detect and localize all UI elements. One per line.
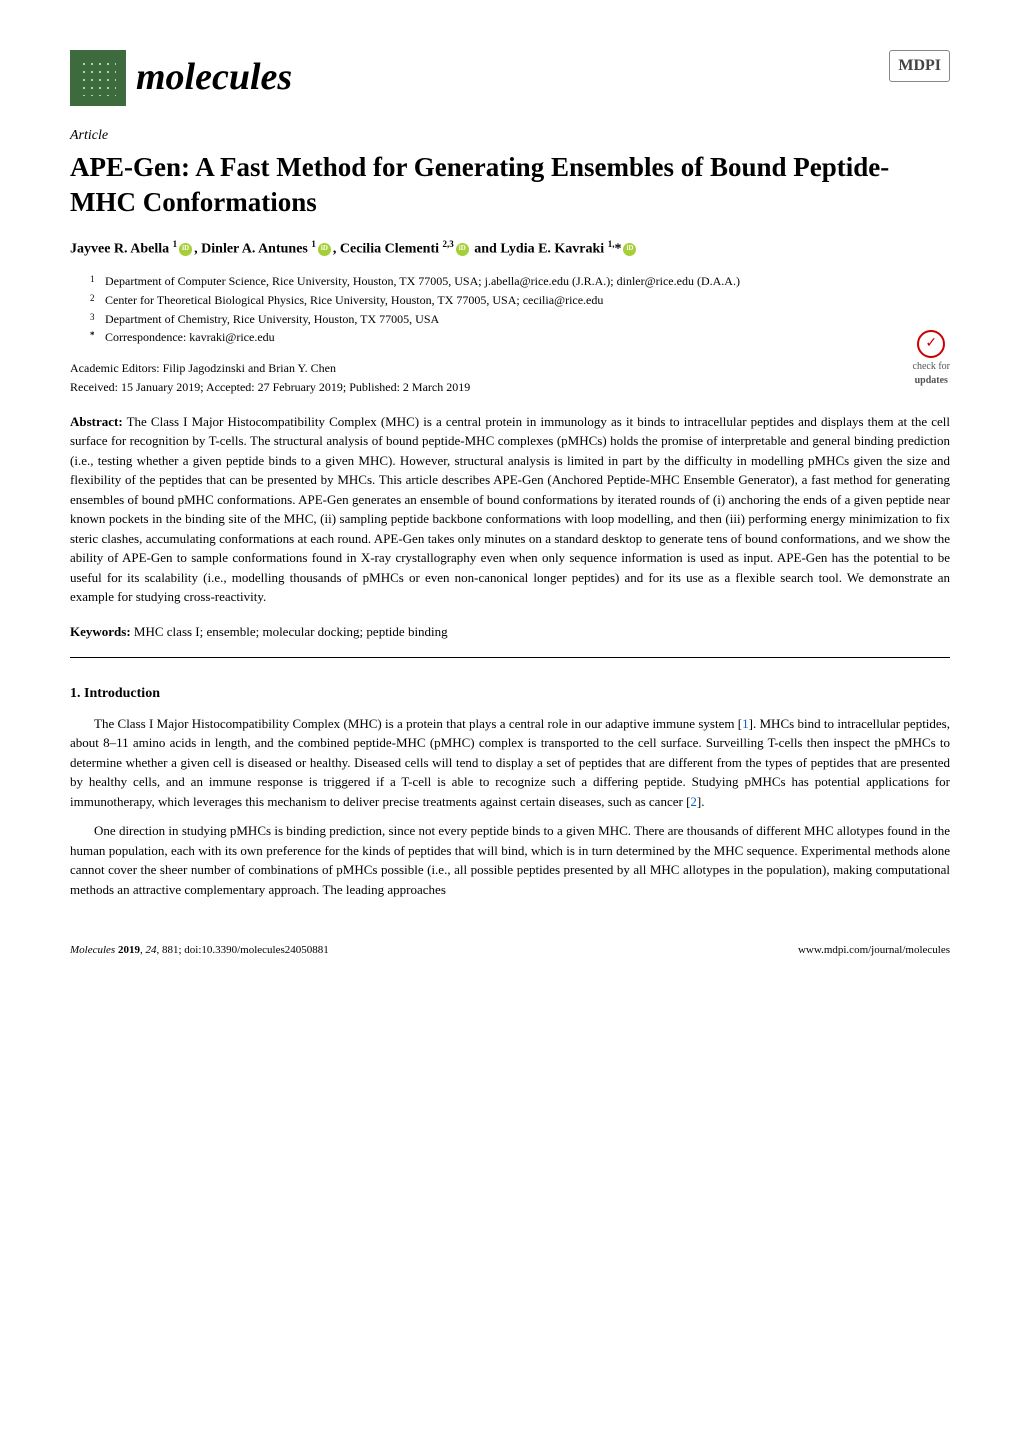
section-heading-intro: 1. Introduction [70,684,950,704]
abstract-label: Abstract: [70,414,123,429]
intro-paragraph-1: The Class I Major Histocompatibility Com… [70,714,950,812]
abstract-block: Abstract: The Class I Major Histocompati… [70,412,950,607]
molecules-logo-icon [70,50,126,106]
affiliation-1: 1 Department of Computer Science, Rice U… [90,273,950,290]
footer-url[interactable]: www.mdpi.com/journal/molecules [798,943,950,958]
editor-dates-row: Academic Editors: Filip Jagodzinski and … [70,360,950,412]
check-updates-icon [917,330,945,358]
page-header: molecules MDPI [70,50,950,106]
publisher-logo: MDPI [889,50,950,82]
authors-list: Jayvee R. Abella 1, Dinler A. Antunes 1,… [70,238,950,259]
affiliation-3: 3 Department of Chemistry, Rice Universi… [90,311,950,328]
check-updates-label: check forupdates [913,360,950,388]
journal-name: molecules [136,51,292,104]
abstract-text: The Class I Major Histocompatibility Com… [70,414,950,605]
article-type: Article [70,126,950,146]
academic-editors: Academic Editors: Filip Jagodzinski and … [70,360,470,377]
keywords-label: Keywords: [70,624,131,639]
section-divider [70,657,950,658]
keywords-text: MHC class I; ensemble; molecular docking… [134,624,448,639]
keywords-block: Keywords: MHC class I; ensemble; molecul… [70,623,950,641]
affiliation-2: 2 Center for Theoretical Biological Phys… [90,292,950,309]
footer-citation: Molecules 2019, 24, 881; doi:10.3390/mol… [70,943,329,958]
correspondence: * Correspondence: kavraki@rice.edu [90,329,950,346]
page-footer: Molecules 2019, 24, 881; doi:10.3390/mol… [70,943,950,958]
intro-paragraph-2: One direction in studying pMHCs is bindi… [70,821,950,899]
affiliations-list: 1 Department of Computer Science, Rice U… [90,273,950,346]
article-title: APE-Gen: A Fast Method for Generating En… [70,150,950,220]
journal-logo-section: molecules [70,50,292,106]
check-updates-badge[interactable]: check forupdates [913,330,950,388]
publication-dates: Received: 15 January 2019; Accepted: 27 … [70,379,470,396]
